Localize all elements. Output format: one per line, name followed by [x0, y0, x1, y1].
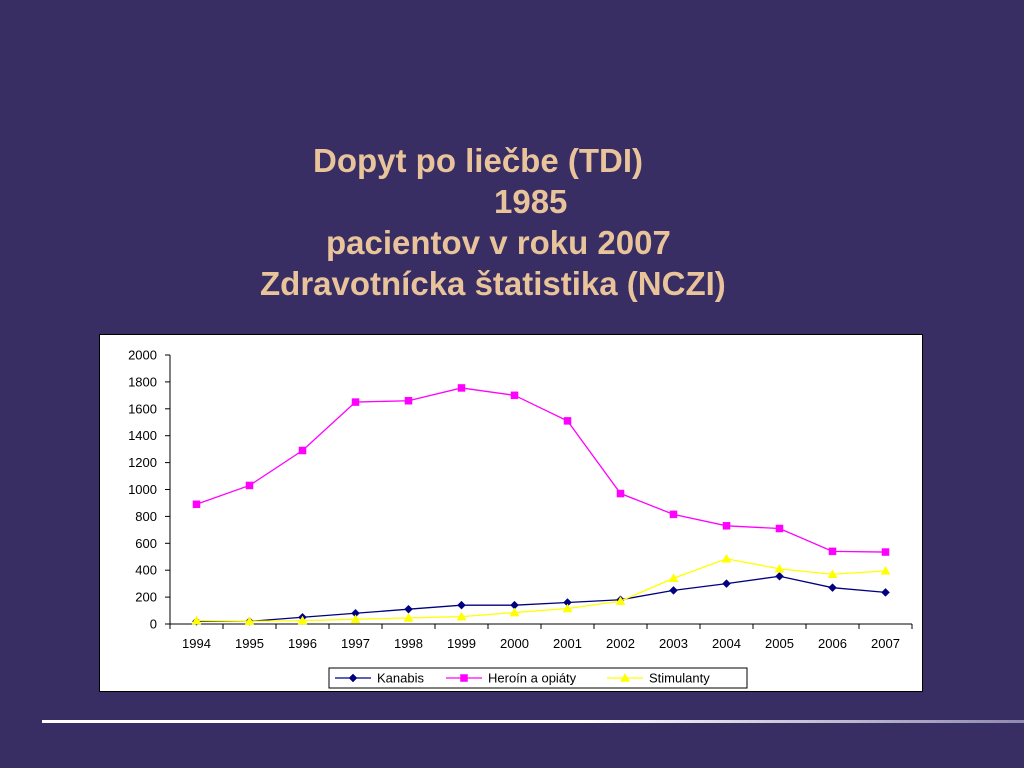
y-tick-label: 1800 — [128, 374, 157, 389]
x-tick-label: 1996 — [288, 636, 317, 651]
y-tick-label: 0 — [150, 617, 157, 632]
data-point — [669, 510, 678, 519]
x-tick-label: 2002 — [606, 636, 635, 651]
slide-title: Dopyt po liečbe (TDI) 1985 pacientov v r… — [240, 140, 840, 304]
data-point — [722, 579, 731, 589]
data-point — [562, 603, 573, 613]
data-point — [350, 614, 361, 624]
x-tick-label: 1994 — [182, 636, 211, 651]
y-tick-label: 1400 — [128, 428, 157, 443]
x-tick-label: 2005 — [765, 636, 794, 651]
data-point — [191, 615, 202, 625]
data-point — [457, 384, 466, 392]
legend-swatch-marker — [348, 673, 358, 683]
series-0 — [192, 571, 890, 626]
x-tick-label: 1997 — [341, 636, 370, 651]
data-point — [245, 481, 254, 490]
data-point — [775, 524, 784, 533]
data-point — [774, 563, 785, 573]
data-point — [457, 600, 466, 610]
data-point — [722, 522, 731, 530]
legend-label: Heroín a opiáty — [488, 671, 577, 686]
y-tick-label: 1600 — [128, 401, 157, 416]
series-line — [196, 387, 886, 553]
data-point — [615, 596, 626, 605]
y-tick-label: 600 — [135, 536, 157, 551]
data-point — [881, 548, 890, 556]
data-point — [456, 611, 467, 621]
data-point — [404, 604, 413, 614]
series-line — [196, 575, 886, 622]
chart-area: 0 200 400 600 800 1000 1200 1400 1600 1800 2000 199… — [99, 334, 923, 692]
chart-axes: 0 200 400 600 800 1000 1200 1400 1600 1800 2000 199… — [128, 348, 913, 651]
series-2 — [191, 553, 891, 626]
line-chart: 0 200 400 600 800 1000 1200 1400 1600 1800 2000 199… — [128, 348, 913, 689]
data-point — [881, 588, 890, 597]
y-tick-label: 200 — [135, 590, 157, 605]
data-point — [351, 398, 360, 406]
x-tick-label: 2001 — [553, 636, 582, 651]
x-tick-label: 2007 — [871, 636, 900, 651]
slide-divider — [42, 720, 1024, 723]
data-point — [563, 417, 572, 425]
data-point — [775, 571, 784, 581]
data-point — [192, 500, 201, 509]
title-line-1: Dopyt po liečbe (TDI) — [313, 142, 643, 179]
data-point — [403, 612, 414, 622]
x-tick-label: 2003 — [659, 636, 688, 651]
legend-swatch-marker — [620, 672, 630, 682]
data-point — [244, 616, 255, 626]
y-tick-label: 400 — [135, 563, 157, 578]
chart-series — [191, 384, 891, 626]
data-point — [668, 573, 679, 583]
x-tick-label: 1999 — [447, 636, 476, 651]
data-point — [616, 489, 625, 498]
data-point — [510, 391, 519, 400]
legend-box — [328, 667, 748, 689]
data-point — [669, 586, 678, 595]
y-tick-label: 1000 — [128, 482, 157, 497]
title-line-4: Zdravotnícka štatistika (NCZI) — [260, 265, 726, 302]
data-point — [721, 553, 732, 563]
x-tick-label: 2000 — [500, 636, 529, 651]
data-point — [404, 396, 413, 405]
legend-swatch-marker — [460, 674, 468, 682]
data-point — [828, 583, 837, 593]
chart-legend: Kanabis Heroín a opiáty Stimulanty — [328, 667, 748, 689]
legend-label: Kanabis — [377, 671, 424, 686]
y-tick-label: 800 — [135, 509, 157, 524]
data-point — [827, 569, 838, 578]
data-point — [298, 446, 307, 455]
x-tick-label: 1998 — [394, 636, 423, 651]
data-point — [880, 565, 891, 575]
title-line-3: pacientov v roku 2007 — [326, 224, 671, 261]
y-tick-label: 2000 — [128, 348, 157, 363]
x-tick-label: 1995 — [235, 636, 264, 651]
title-line-2: 1985 — [494, 183, 568, 220]
x-tick-label: 2004 — [712, 636, 741, 651]
y-tick-label: 1200 — [128, 455, 157, 470]
data-point — [828, 547, 837, 556]
data-point — [297, 615, 308, 625]
x-tick-label: 2006 — [818, 636, 847, 651]
legend-label: Stimulanty — [649, 671, 710, 686]
series-1 — [192, 384, 890, 556]
series-line — [196, 558, 886, 622]
data-point — [509, 607, 520, 617]
